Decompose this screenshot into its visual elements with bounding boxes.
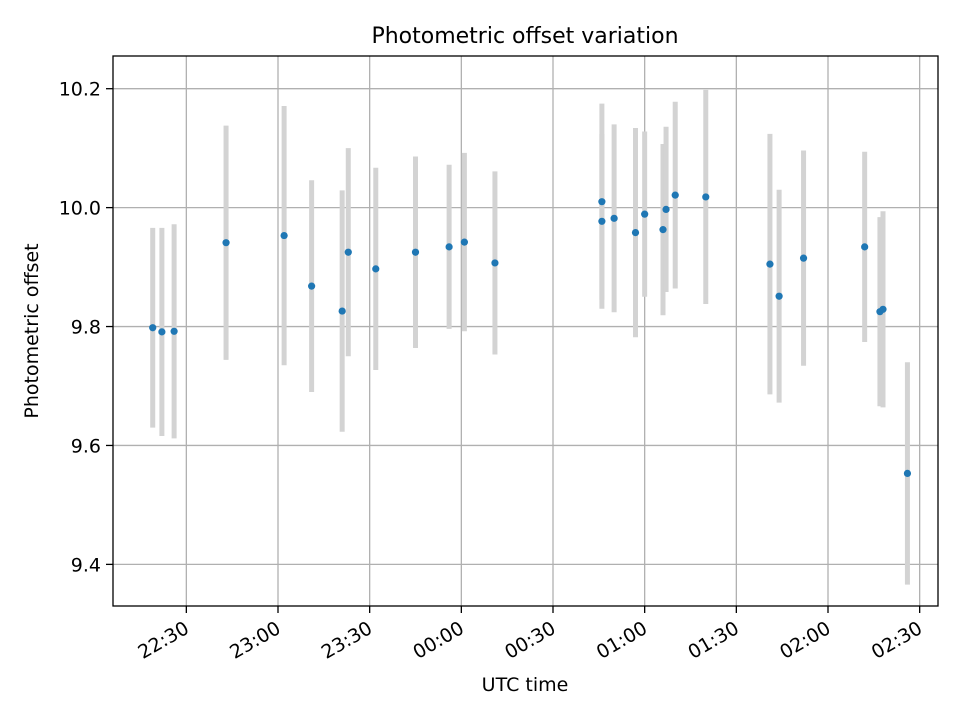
data-point — [775, 292, 783, 300]
data-point — [861, 243, 869, 251]
y-tick-label: 9.6 — [71, 435, 101, 457]
y-tick-label: 10.2 — [59, 79, 101, 101]
y-tick-label: 10.0 — [59, 198, 101, 220]
data-point — [338, 307, 346, 315]
data-point — [641, 210, 649, 218]
data-point — [460, 238, 468, 246]
data-point — [766, 260, 774, 268]
data-points — [149, 191, 912, 478]
plot-frame — [112, 55, 939, 607]
data-point — [411, 248, 420, 256]
x-axis-title: UTC time — [482, 674, 569, 696]
data-point — [659, 226, 667, 234]
data-point — [170, 327, 178, 335]
data-point — [280, 231, 288, 240]
y-axis-title: Photometric offset — [21, 243, 43, 418]
data-point — [610, 214, 618, 222]
y-tick-label: 9.4 — [71, 554, 101, 576]
data-point — [308, 282, 316, 290]
data-point — [149, 324, 157, 332]
data-point — [222, 239, 230, 247]
data-point — [702, 193, 710, 201]
y-axis-ticks: 9.4 9.6 9.8 10.0 10.2 — [59, 79, 113, 576]
data-point — [879, 305, 887, 313]
data-point — [158, 328, 166, 336]
data-point — [799, 254, 808, 262]
chart-title: Photometric offset variation — [371, 24, 678, 49]
plot-area — [113, 56, 938, 606]
data-point — [631, 228, 640, 237]
data-point — [445, 243, 453, 251]
data-point — [372, 265, 380, 273]
data-point — [662, 205, 670, 214]
data-point — [491, 259, 499, 267]
data-point — [903, 469, 912, 478]
data-point — [344, 248, 352, 256]
y-tick-label: 9.8 — [71, 317, 101, 339]
data-point — [598, 217, 606, 225]
data-point — [671, 191, 679, 199]
grid-lines — [113, 56, 938, 606]
data-point — [598, 198, 606, 206]
